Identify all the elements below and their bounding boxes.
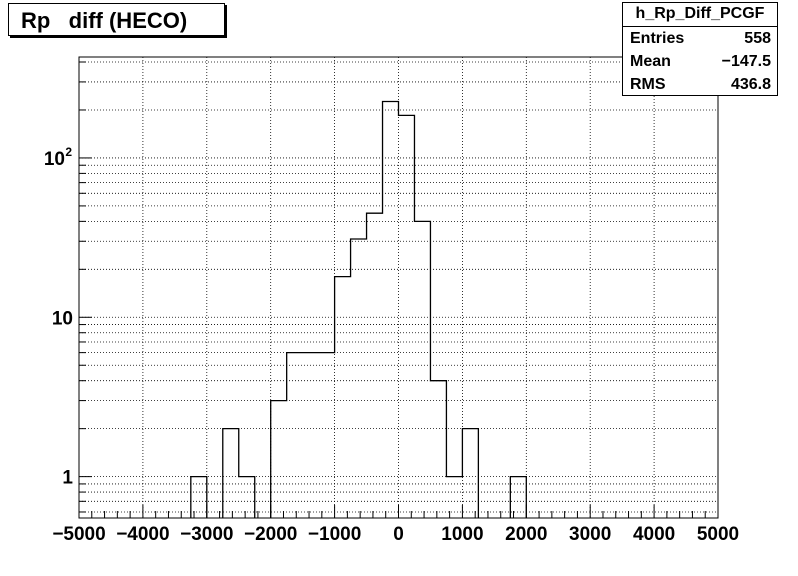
stats-entries-value: 558 — [744, 30, 771, 47]
y-tick-label-100-base: 10 — [44, 149, 65, 170]
stats-entries-label: Entries — [630, 30, 685, 47]
stats-mean-label: Mean — [630, 53, 671, 70]
chart-title: Rp diff (HECO) — [8, 3, 225, 36]
stats-rms-value: 436.8 — [730, 76, 771, 93]
x-tick-label: −4000 — [116, 524, 169, 545]
y-tick-label-10: 10 — [52, 308, 73, 329]
x-tick-label: 1000 — [441, 524, 483, 545]
x-tick-label: 4000 — [633, 524, 675, 545]
x-tick-label: −3000 — [180, 524, 233, 545]
x-tick-label: −5000 — [52, 524, 105, 545]
x-tick-label: −2000 — [244, 524, 297, 545]
y-tick-label-100-exponent: 2 — [65, 145, 72, 159]
x-tick-label: 3000 — [569, 524, 611, 545]
stats-rms-label: RMS — [630, 76, 666, 93]
x-tick-label: 0 — [393, 524, 404, 545]
stats-row-mean: Mean −147.5 — [623, 50, 777, 73]
x-tick-label: −1000 — [308, 524, 361, 545]
stats-mean-value: −147.5 — [721, 53, 771, 70]
stats-row-entries: Entries 558 — [623, 27, 777, 50]
y-tick-label-1: 1 — [62, 468, 73, 489]
x-tick-labels: −5000 −4000 −3000 −2000 −1000 0 1000 2000 3000 40… — [52, 524, 739, 545]
stats-histogram-name: h_Rp_Diff_PCGF — [623, 3, 777, 27]
x-tick-label: 5000 — [697, 524, 739, 545]
stats-row-rms: RMS 436.8 — [623, 73, 777, 96]
histogram-outline — [190, 100, 527, 518]
x-tick-label: 2000 — [505, 524, 547, 545]
stats-box: h_Rp_Diff_PCGF Entries 558 Mean −147.5 R… — [622, 2, 778, 96]
